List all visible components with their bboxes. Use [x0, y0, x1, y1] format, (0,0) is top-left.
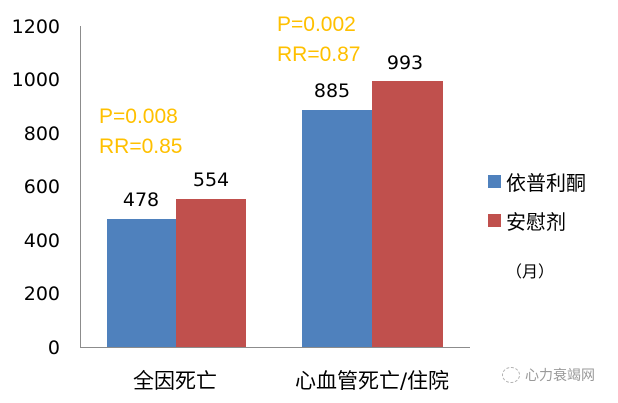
y-tick-1000: 1000: [11, 69, 60, 91]
y-axis: [80, 26, 81, 347]
legend-label: 安慰剂: [506, 210, 566, 234]
rr-value: RR=0.85: [99, 135, 183, 158]
legend-swatch-blue: [488, 175, 501, 188]
bar-cv-placebo: [372, 81, 443, 347]
bar-all-cause-placebo: [176, 199, 246, 347]
rr-value: RR=0.87: [277, 43, 361, 66]
x-axis: [80, 347, 470, 348]
value-label: 885: [313, 80, 351, 102]
annotation-all-cause: P=0.008 RR=0.85: [99, 102, 182, 162]
watermark-text: 心力衰竭网: [525, 368, 595, 384]
bar-cv-eplerenone: [302, 110, 372, 347]
y-tick-1200: 1200: [11, 16, 60, 38]
y-tick-0: 0: [47, 337, 60, 359]
wechat-icon: [502, 367, 520, 383]
y-tick-600: 600: [23, 176, 60, 198]
legend-label: 依普利酮: [506, 171, 586, 195]
y-tick-800: 800: [23, 123, 60, 145]
watermark: 心力衰竭网: [502, 365, 595, 385]
p-value: P=0.002: [277, 13, 356, 36]
legend-item-eplerenone: 依普利酮: [488, 167, 586, 196]
y-tick-200: 200: [23, 283, 60, 305]
legend-item-placebo: 安慰剂: [488, 206, 566, 235]
legend-swatch-red: [488, 214, 501, 227]
value-label: 554: [192, 169, 230, 191]
category-label-cv: 心血管死亡/住院: [294, 369, 450, 393]
category-label-all-cause: 全因死亡: [133, 369, 217, 393]
p-value: P=0.008: [99, 105, 178, 128]
value-label: 478: [122, 189, 160, 211]
bar-all-cause-eplerenone: [107, 219, 176, 347]
unit-label: （月）: [506, 262, 555, 281]
annotation-cv: P=0.002 RR=0.87: [277, 10, 360, 70]
y-tick-400: 400: [23, 230, 60, 252]
value-label: 993: [386, 52, 424, 74]
